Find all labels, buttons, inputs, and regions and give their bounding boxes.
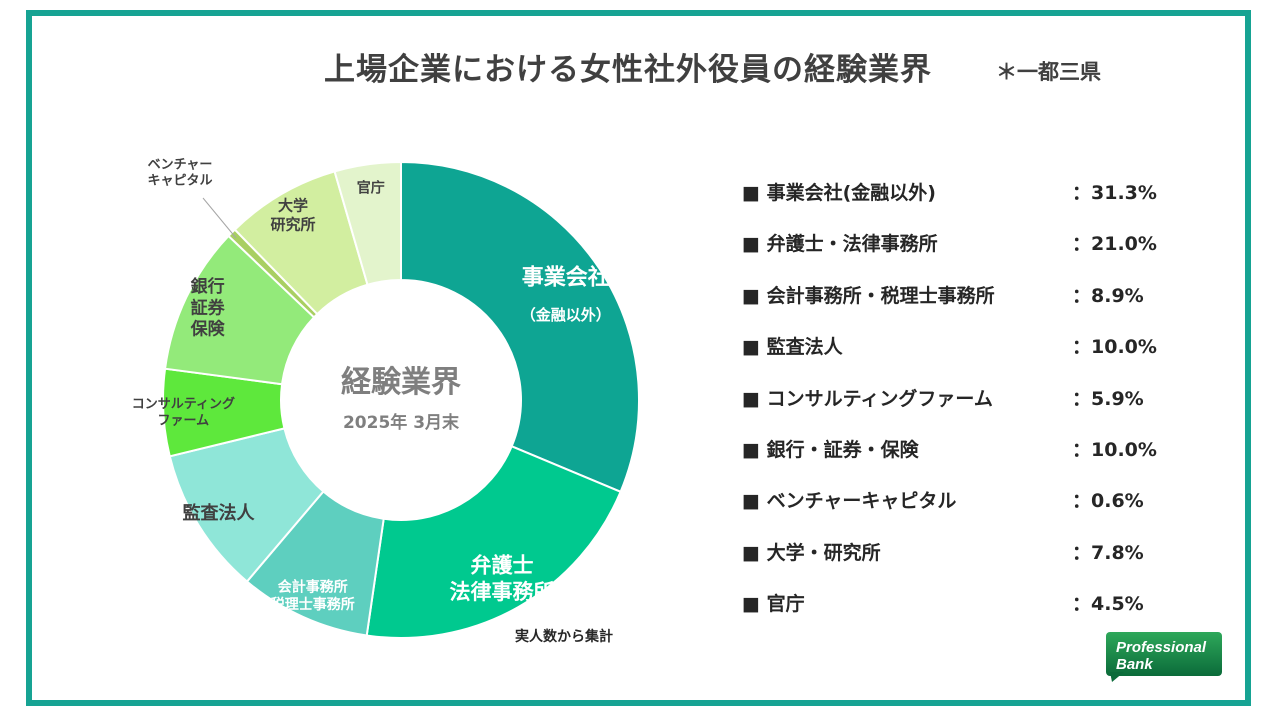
legend-label: ■ 監査法人 xyxy=(742,336,843,359)
slice-label-3: 会計事務所税理士事務所 xyxy=(271,579,355,614)
legend-value: ：21.0% xyxy=(1072,233,1157,256)
legend-value: ：5.9% xyxy=(1072,387,1144,410)
logo-line2: Bank xyxy=(1116,656,1153,673)
legend-label: ■ 事業会社(金融以外) xyxy=(742,182,936,204)
legend-item: ■ 事業会社(金融以外) ：31.3% xyxy=(742,178,1182,229)
legend-item: ■ コンサルティングファーム ：5.9% xyxy=(742,384,1182,435)
legend-label: ■ 官庁 xyxy=(742,593,805,616)
legend-item: ■ 弁護士・法律事務所 ：21.0% xyxy=(742,229,1182,280)
legend-value: ：10.0% xyxy=(1072,438,1157,461)
scope-note: ＊一都三県 xyxy=(996,60,1101,84)
legend-item: ■ ベンチャーキャピタル ：0.6% xyxy=(742,486,1182,537)
legend-label: ■ 大学・研究所 xyxy=(742,541,881,564)
legend-item: ■ 銀行・証券・保険 ：10.0% xyxy=(742,435,1182,486)
legend-item: ■ 会計事務所・税理士事務所 ：8.9% xyxy=(742,281,1182,332)
slice-label-9: 官庁 xyxy=(357,180,385,197)
legend-value: ：7.8% xyxy=(1072,541,1144,564)
slice-1 xyxy=(400,160,640,494)
slice-label-1: 事業会社（金融以外） xyxy=(521,264,611,324)
legend-label: ■ ベンチャーキャピタル xyxy=(742,490,957,513)
slice-2 xyxy=(365,444,622,639)
legend-item: ■ 大学・研究所 ：7.8% xyxy=(742,538,1182,589)
legend-label: ■ 銀行・証券・保険 xyxy=(742,438,919,461)
footnote: 実人数から集計 xyxy=(515,629,613,645)
legend-label: ■ 会計事務所・税理士事務所 xyxy=(742,284,995,307)
center-title: 経験業界 xyxy=(341,365,461,400)
legend-label: ■ 弁護士・法律事務所 xyxy=(742,233,938,256)
slice-label-2: 弁護士法律事務所 xyxy=(449,554,554,604)
legend-item: ■ 監査法人 ：10.0% xyxy=(742,332,1182,383)
chart-title: 上場企業における女性社外役員の経験業界 xyxy=(324,52,932,88)
legend-value: ：31.3% xyxy=(1072,182,1157,204)
slice-label-6: 銀行証券保険 xyxy=(190,276,226,340)
logo-line1: Professional xyxy=(1116,639,1207,656)
vc-leader-line xyxy=(202,197,237,239)
professional-bank-logo: Professional Bank xyxy=(1106,632,1222,682)
slice-9 xyxy=(333,160,402,287)
legend-value: ：4.5% xyxy=(1072,593,1144,616)
slice-label-8: 大学研究所 xyxy=(271,197,316,234)
center-date: 2025年 3月末 xyxy=(343,412,460,433)
slice-label-7: ベンチャーキャピタル xyxy=(147,157,212,188)
legend-item: ■ 官庁 ：4.5% xyxy=(742,589,1182,640)
legend-value: ：10.0% xyxy=(1072,336,1157,359)
slice-label-4: 監査法人 xyxy=(183,502,256,524)
legend-label: ■ コンサルティングファーム xyxy=(742,387,993,410)
slide-frame xyxy=(26,10,1251,706)
legend-value: ：8.9% xyxy=(1072,284,1144,307)
legend-value: ：0.6% xyxy=(1072,490,1144,513)
slice-label-5: コンサルティングファーム xyxy=(132,396,235,428)
legend: ■ 事業会社(金融以外) ：31.3% ■ 弁護士・法律事務所 ：21.0% ■ 会計事… xyxy=(742,178,1182,641)
